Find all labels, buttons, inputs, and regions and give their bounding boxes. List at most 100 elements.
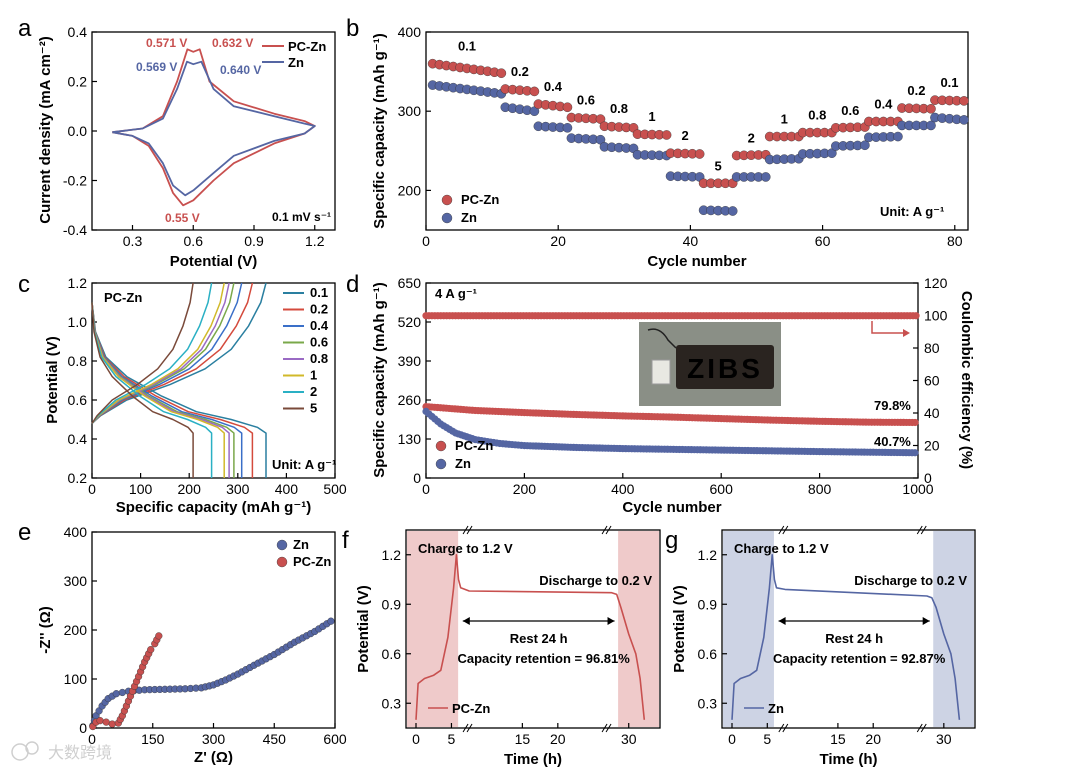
f-y-tick-label: 0.6 — [382, 646, 402, 662]
retention-zn: 40.7% — [874, 434, 911, 449]
annotation: 0.640 V — [220, 63, 261, 77]
discharge-curve-0.4 — [91, 302, 243, 478]
rate-label: 0.1 — [940, 75, 958, 90]
c-y-tick-label: 0.2 — [68, 470, 88, 486]
axis-break — [466, 723, 473, 733]
e-y-tick-label: 200 — [64, 622, 88, 638]
a-xlabel: Potential (V) — [170, 253, 258, 270]
e-y-tick-label: 100 — [64, 671, 88, 687]
d-y2-tick-label: 100 — [924, 308, 948, 324]
g-x-tick-label: 15 — [830, 731, 846, 747]
panel-b-frame — [425, 31, 969, 231]
retention-label-g: Capacity retention = 92.87% — [773, 651, 946, 666]
d-y2-tick-label: 120 — [924, 275, 948, 291]
rate-label: 1 — [648, 109, 655, 124]
axis-break — [920, 723, 927, 733]
eis-point-PC-Zn — [155, 632, 163, 640]
c-x-tick-label: 300 — [226, 481, 250, 497]
d-y-tick-label: 0 — [413, 470, 421, 486]
d-ylabel: Specific capacity (mAh g⁻¹) — [371, 282, 388, 477]
a-x-tick-label: 1.2 — [305, 233, 325, 249]
rate-label: 2 — [748, 131, 755, 146]
rate-label: 0.4 — [544, 79, 563, 94]
legend-marker-zn-d — [435, 458, 447, 470]
retention-pczn: 79.8% — [874, 398, 911, 413]
d-x-tick-label: 1000 — [902, 481, 933, 497]
pczn-point — [529, 86, 540, 97]
unit-label-b: Unit: A g⁻¹ — [880, 204, 944, 219]
rate-label: 5 — [715, 158, 722, 173]
legend-label-a: Zn — [288, 55, 304, 70]
rest-label-g: Rest 24 h — [825, 631, 883, 646]
legend-label-g: Zn — [768, 701, 784, 716]
c-y-tick-label: 0.8 — [68, 353, 88, 369]
pczn-point — [661, 130, 672, 140]
axis-break — [920, 525, 927, 535]
annotation: 0.632 V — [212, 36, 253, 50]
unit-label-c: Unit: A g⁻¹ — [272, 457, 336, 472]
legend-label-a: PC-Zn — [288, 39, 326, 54]
f-y-tick-label: 1.2 — [382, 547, 402, 563]
c-x-tick-label: 400 — [275, 481, 299, 497]
c-y-tick-label: 1.2 — [68, 275, 88, 291]
f-xlabel: Time (h) — [504, 751, 562, 768]
c-x-tick-label: 500 — [323, 481, 347, 497]
panel-a: a 0.3 0.6 0.9 1.2 -0.4 -0.2 0.0 0.2 0.4 Potential … — [18, 15, 336, 270]
axis-break — [782, 723, 789, 733]
discharge-curve-0.1 — [91, 302, 267, 478]
legend-label-c: 0.8 — [310, 351, 328, 366]
pczn-capacity-point — [911, 418, 919, 427]
zn-point — [760, 172, 771, 182]
b-x-tick-label: 20 — [550, 233, 566, 249]
panel-g-frame — [721, 529, 976, 729]
legend-label-d: PC-Zn — [455, 438, 493, 453]
axis-break — [778, 525, 785, 535]
panel-label-c: c — [18, 271, 30, 298]
eis-point-PC-Zn — [147, 645, 155, 654]
d-y-tick-label: 390 — [398, 353, 422, 369]
pczn-point — [562, 102, 573, 113]
e-y-tick-label: 400 — [64, 524, 88, 540]
zn-point — [860, 140, 870, 151]
inset-battery — [651, 359, 671, 385]
axis-break — [601, 525, 608, 535]
f-x-tick-label: 0 — [412, 731, 420, 747]
d-y-tick-label: 520 — [398, 314, 422, 330]
c-xlabel: Specific capacity (mAh g⁻¹) — [116, 499, 311, 516]
legend-marker-e — [276, 539, 288, 551]
legend-label-c: 0.1 — [310, 285, 328, 300]
legend-label-c: 1 — [310, 368, 317, 383]
charge-shade — [723, 531, 774, 727]
c-ylabel: Potential (V) — [44, 336, 61, 424]
a-ylabel: Current density (mA cm⁻²) — [37, 36, 54, 223]
ce-point — [912, 312, 920, 320]
panel-c: c0 100 200 300 400 5000.20.40.60.81.01.2Speci… — [18, 271, 347, 516]
e-x-tick-label: 450 — [263, 731, 287, 747]
f-x-tick-label: 5 — [448, 731, 456, 747]
b-x-tick-label: 80 — [947, 233, 963, 249]
zn-point — [959, 115, 969, 125]
axis-break — [462, 525, 469, 535]
axis-break — [462, 723, 469, 733]
eis-point-Zn — [118, 688, 126, 697]
panel-e: e 0 150 300 450 600 0 100 200 300 400 Z' (Ω) -Z'' (Ω… — [18, 519, 347, 766]
legend-label-f: PC-Zn — [452, 701, 490, 716]
a-y-tick-label: 0.4 — [68, 24, 88, 40]
zn-point — [562, 123, 573, 133]
d-ylabel2: Coulombic efficiency (%) — [958, 291, 975, 469]
rate-label: 2 — [681, 128, 688, 143]
eis-point-PC-Zn — [108, 720, 116, 728]
inset-led-board — [676, 345, 774, 389]
a-y-tick-label: -0.2 — [63, 173, 87, 189]
d-x-tick-label: 0 — [422, 481, 430, 497]
g-y-tick-label: 0.6 — [698, 646, 718, 662]
discharge-shade — [933, 531, 974, 727]
legend-label-c: 0.6 — [310, 335, 328, 350]
axis-break — [916, 723, 923, 733]
e-x-tick-label: 0 — [88, 731, 96, 747]
panel-label-d: d — [346, 271, 359, 298]
axis-break — [605, 723, 612, 733]
panel-f-frame — [405, 529, 661, 729]
c-title: PC-Zn — [104, 290, 142, 305]
g-xlabel: Time (h) — [819, 751, 877, 768]
